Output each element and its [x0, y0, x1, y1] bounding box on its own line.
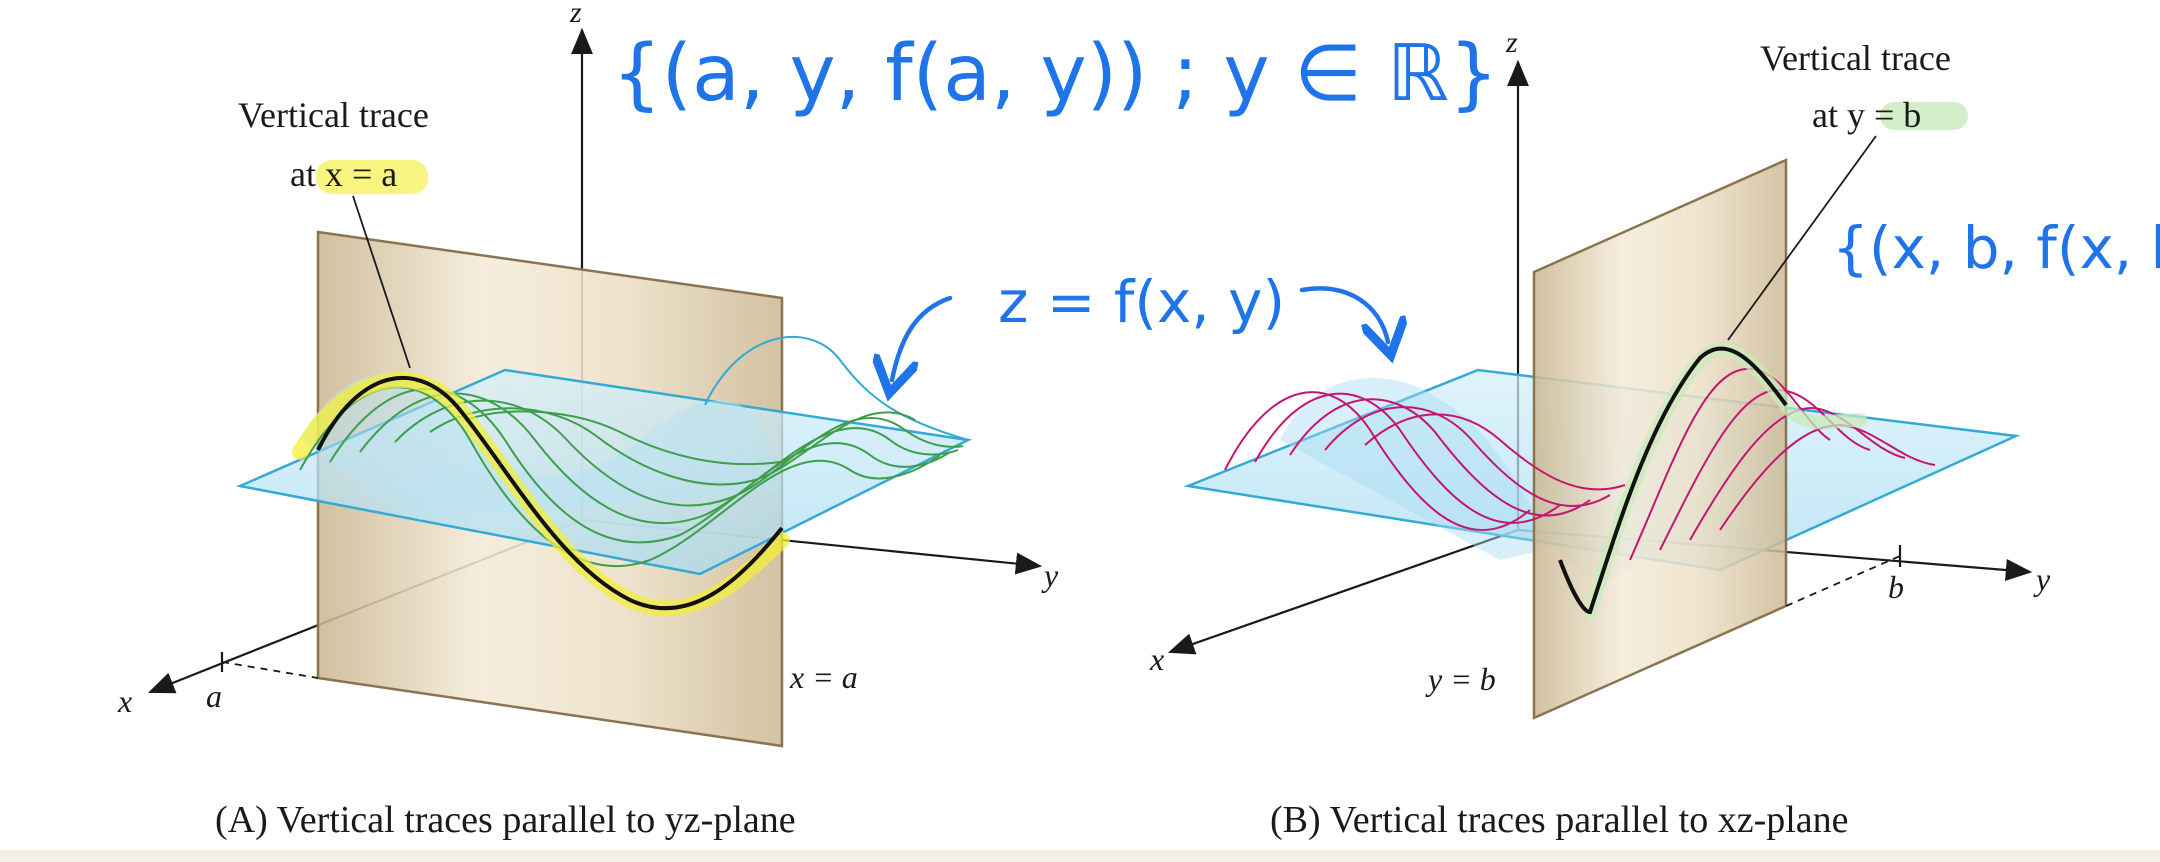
x-axis-b: [1167, 528, 1519, 655]
annotation-set-b: {(x, b, f(x, b: [1832, 214, 2160, 282]
label-highlight-b: [1880, 102, 1968, 130]
panel-a: z y x a x = a Vertical trace at x = a (A…: [117, 0, 1059, 841]
vertical-trace-a: [316, 376, 784, 611]
y-label-a: y: [1041, 557, 1059, 593]
dashed-a: [221, 661, 319, 679]
surface-a: [235, 335, 973, 576]
leader-a: [352, 195, 411, 369]
hand-arrow-left: [892, 295, 953, 380]
x-label-a: x: [117, 683, 132, 719]
plane-label-b: y = b: [1425, 661, 1496, 697]
vertical-trace-b: [1558, 346, 1788, 615]
bottom-strip: [0, 850, 2160, 862]
dashed-b: [1785, 555, 1901, 607]
trace-label-b-line2: at y = b: [1812, 95, 1921, 135]
panel-b: z y x b y = b Vertical trace at y = b (B…: [1149, 26, 2051, 841]
z-label-b: z: [1505, 26, 1518, 59]
a-tick-label: a: [206, 678, 222, 714]
x-label-b: x: [1149, 641, 1164, 677]
y-label-b: y: [2033, 561, 2051, 597]
hand-arrow-right: [1299, 286, 1388, 342]
trace-label-b-line1: Vertical trace: [1760, 38, 1951, 78]
trace-label-a-line1: Vertical trace: [238, 95, 429, 135]
trace-label-a-line2: at x = a: [290, 154, 397, 194]
label-highlight-a: [316, 160, 428, 194]
caption-a: (A) Vertical traces parallel to yz-plane: [215, 799, 796, 841]
z-label-a: z: [569, 0, 582, 29]
handwritten-annotations: [892, 286, 1388, 380]
caption-b: (B) Vertical traces parallel to xz-plane: [1270, 799, 1849, 841]
leader-b: [1727, 135, 1877, 341]
b-tick-label: b: [1888, 569, 1904, 605]
annotation-surface: z = f(x, y): [998, 268, 1285, 336]
plane-label-a: x = a: [789, 659, 858, 695]
annotation-set-a: {(a, y, f(a, y)) ; y ∈ ℝ}: [612, 29, 1498, 119]
